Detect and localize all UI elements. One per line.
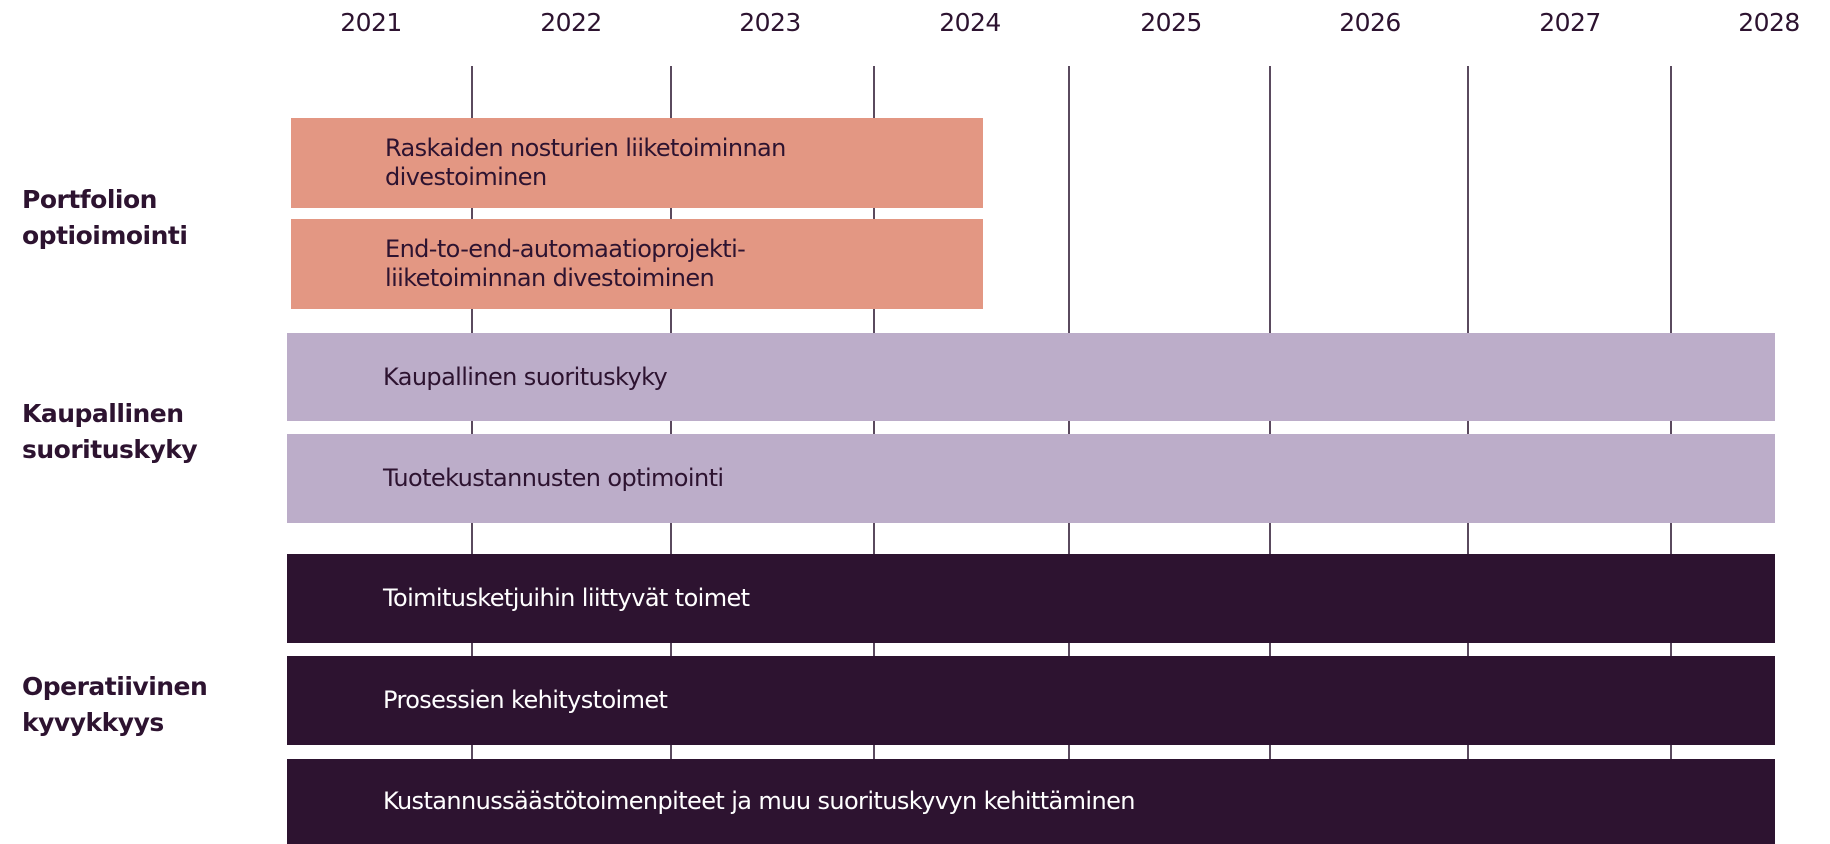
label-text: Operatiivinen kyvykkyys <box>22 672 208 737</box>
label-text: End-to-end-automaatioprojekti-liiketoimi… <box>385 235 746 292</box>
label-text: Toimitusketjuihin liittyvät toimet <box>383 584 750 612</box>
timeline-bar: Toimitusketjuihin liittyvät toimet <box>287 554 1775 643</box>
timeline-bar: End-to-end-automaatioprojekti-liiketoimi… <box>291 219 983 309</box>
label-text: Kustannussäästötoimenpiteet ja muu suori… <box>383 787 1135 815</box>
year-label: 2023 <box>710 8 830 37</box>
label-text: 2025 <box>1140 8 1202 37</box>
label-text: 2021 <box>340 8 402 37</box>
timeline-bar: Kaupallinen suorituskyky <box>287 333 1775 421</box>
label-text: Prosessien kehitystoimet <box>383 686 668 714</box>
label-text: Portfolion optioimointi <box>22 185 188 250</box>
label-text: 2027 <box>1539 8 1601 37</box>
label-text: Kaupallinen suorituskyky <box>383 362 668 391</box>
timeline-bar: Kustannussäästötoimenpiteet ja muu suori… <box>287 759 1775 844</box>
year-label: 2025 <box>1111 8 1231 37</box>
label-text: 2023 <box>739 8 801 37</box>
timeline-bar: Prosessien kehitystoimet <box>287 656 1775 745</box>
label-text: 2028 <box>1738 8 1800 37</box>
year-label: 2021 <box>311 8 431 37</box>
year-label: 2024 <box>910 8 1030 37</box>
timeline-bar: Raskaiden nosturien liiketoiminnan dives… <box>291 118 983 208</box>
label-text: 2024 <box>939 8 1001 37</box>
year-label: 2028 <box>1709 8 1829 37</box>
year-label: 2027 <box>1510 8 1630 37</box>
label-text: Tuotekustannusten optimointi <box>383 464 724 492</box>
label-text: 2022 <box>540 8 602 37</box>
label-text: 2026 <box>1339 8 1401 37</box>
year-label: 2026 <box>1310 8 1430 37</box>
timeline-bar: Tuotekustannusten optimointi <box>287 434 1775 523</box>
group-label: Kaupallinen suorituskyky <box>22 396 252 468</box>
label-text: Kaupallinen suorituskyky <box>22 399 198 464</box>
label-text: Raskaiden nosturien liiketoiminnan dives… <box>385 134 786 191</box>
group-label: Operatiivinen kyvykkyys <box>22 669 252 741</box>
year-label: 2022 <box>511 8 631 37</box>
group-label: Portfolion optioimointi <box>22 182 252 254</box>
